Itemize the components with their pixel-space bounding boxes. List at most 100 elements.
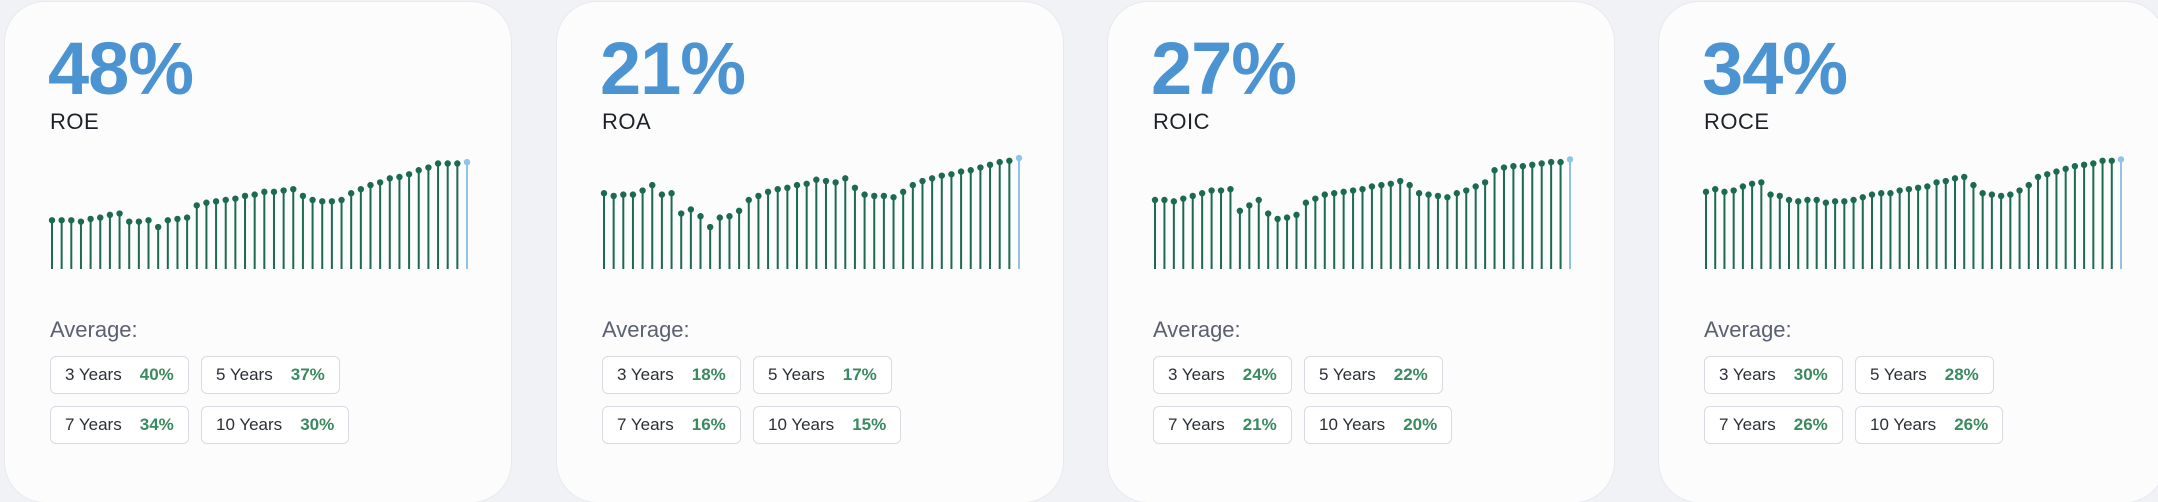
spark-point[interactable] [1434, 192, 1442, 200]
spark-point[interactable] [261, 188, 268, 196]
spark-point[interactable] [697, 213, 704, 220]
average-chip[interactable]: 5 Years 17% [753, 356, 892, 394]
spark-point[interactable] [928, 175, 936, 182]
spark-point[interactable] [338, 196, 345, 204]
spark-point[interactable] [1878, 190, 1885, 197]
spark-point[interactable] [1283, 214, 1291, 221]
spark-point[interactable] [871, 192, 878, 200]
spark-point[interactable] [1453, 190, 1461, 197]
spark-point[interactable] [1529, 161, 1536, 169]
spark-point[interactable] [454, 160, 461, 167]
spark-point[interactable] [1841, 198, 1848, 205]
spark-point[interactable] [386, 175, 393, 182]
spark-point[interactable] [784, 184, 791, 192]
spark-point[interactable] [1510, 162, 1517, 170]
spark-point[interactable] [1180, 195, 1187, 202]
spark-point[interactable] [367, 181, 374, 189]
spark-point[interactable] [1463, 187, 1470, 194]
spark-point[interactable] [1397, 177, 1404, 185]
spark-point[interactable] [1850, 196, 1857, 204]
spark-point[interactable] [290, 185, 297, 193]
spark-point[interactable] [1951, 175, 1959, 182]
spark-point[interactable] [1795, 198, 1802, 205]
spark-point[interactable] [1274, 215, 1281, 223]
spark-point[interactable] [1255, 196, 1262, 204]
spark-point[interactable] [251, 191, 258, 198]
spark-point[interactable] [1198, 190, 1206, 197]
spark-point[interactable] [1444, 194, 1451, 201]
spark-point[interactable] [463, 158, 471, 166]
spark-point[interactable] [957, 168, 965, 175]
spark-point[interactable] [1349, 187, 1357, 194]
spark-point[interactable] [1924, 183, 1931, 190]
spark-point[interactable] [880, 192, 888, 200]
spark-point[interactable] [376, 179, 384, 186]
spark-point[interactable] [2071, 162, 2079, 170]
metric-card-roa[interactable]: 21% ROA Average: 3 Years 18% 5 Years 17% 7 Year… [557, 2, 1063, 502]
spark-point[interactable] [68, 217, 75, 224]
spark-point[interactable] [1006, 157, 1013, 164]
average-chip[interactable]: 7 Years 21% [1153, 406, 1292, 444]
spark-point[interactable] [1785, 196, 1793, 204]
spark-point[interactable] [1997, 192, 2005, 200]
average-chip[interactable]: 7 Years 26% [1704, 406, 1843, 444]
spark-point[interactable] [2080, 161, 2088, 169]
average-chip[interactable]: 5 Years 28% [1855, 356, 1994, 394]
spark-point[interactable] [610, 192, 617, 200]
spark-point[interactable] [977, 164, 984, 171]
spark-point[interactable] [1547, 158, 1555, 166]
spark-point[interactable] [1331, 190, 1338, 197]
spark-point[interactable] [425, 164, 432, 171]
spark-point[interactable] [87, 215, 94, 223]
spark-point[interactable] [328, 198, 336, 205]
spark-point[interactable] [1415, 190, 1423, 197]
spark-point[interactable] [1425, 191, 1432, 198]
average-chip[interactable]: 3 Years 40% [50, 356, 189, 394]
spark-point[interactable] [193, 202, 200, 209]
spark-point[interactable] [2099, 157, 2106, 164]
spark-point[interactable] [299, 192, 307, 200]
spark-point[interactable] [319, 198, 326, 205]
spark-point[interactable] [1702, 188, 1710, 196]
spark-point[interactable] [405, 171, 413, 178]
average-chip[interactable]: 3 Years 18% [602, 356, 741, 394]
spark-point[interactable] [1721, 188, 1728, 196]
metric-card-roic[interactable]: 27% ROIC Average: 3 Years 24% 5 Years 22% 7 Yea… [1108, 2, 1614, 502]
spark-point[interactable] [803, 180, 810, 187]
spark-point[interactable] [1472, 183, 1479, 190]
spark-point[interactable] [668, 190, 675, 197]
spark-point[interactable] [755, 192, 762, 200]
spark-point[interactable] [716, 214, 724, 221]
spark-point[interactable] [649, 181, 656, 189]
spark-point[interactable] [1914, 184, 1922, 192]
spark-point[interactable] [967, 167, 974, 174]
spark-point[interactable] [2044, 171, 2051, 178]
spark-point[interactable] [1519, 162, 1527, 170]
spark-point[interactable] [735, 207, 743, 215]
spark-point[interactable] [1868, 191, 1876, 198]
spark-point[interactable] [639, 187, 646, 194]
spark-point[interactable] [2062, 165, 2069, 173]
spark-point[interactable] [1227, 185, 1234, 193]
spark-point[interactable] [135, 218, 143, 225]
spark-point[interactable] [938, 172, 945, 179]
spark-point[interactable] [1340, 188, 1347, 196]
spark-point[interactable] [1236, 207, 1244, 215]
spark-point[interactable] [1970, 181, 1977, 189]
spark-point[interactable] [232, 195, 239, 202]
average-chip[interactable]: 7 Years 16% [602, 406, 741, 444]
spark-point[interactable] [2108, 157, 2115, 164]
spark-point[interactable] [1359, 185, 1366, 193]
spark-point[interactable] [996, 158, 1003, 166]
spark-point[interactable] [1481, 179, 1489, 186]
spark-point[interactable] [726, 213, 733, 220]
spark-point[interactable] [1321, 191, 1328, 198]
spark-point[interactable] [1161, 196, 1168, 204]
average-chip[interactable]: 7 Years 34% [50, 406, 189, 444]
spark-point[interactable] [832, 179, 839, 186]
spark-point[interactable] [919, 177, 926, 185]
spark-point[interactable] [415, 167, 422, 174]
average-chip[interactable]: 10 Years 20% [1304, 406, 1453, 444]
spark-point[interactable] [270, 188, 278, 196]
spark-point[interactable] [280, 187, 287, 194]
